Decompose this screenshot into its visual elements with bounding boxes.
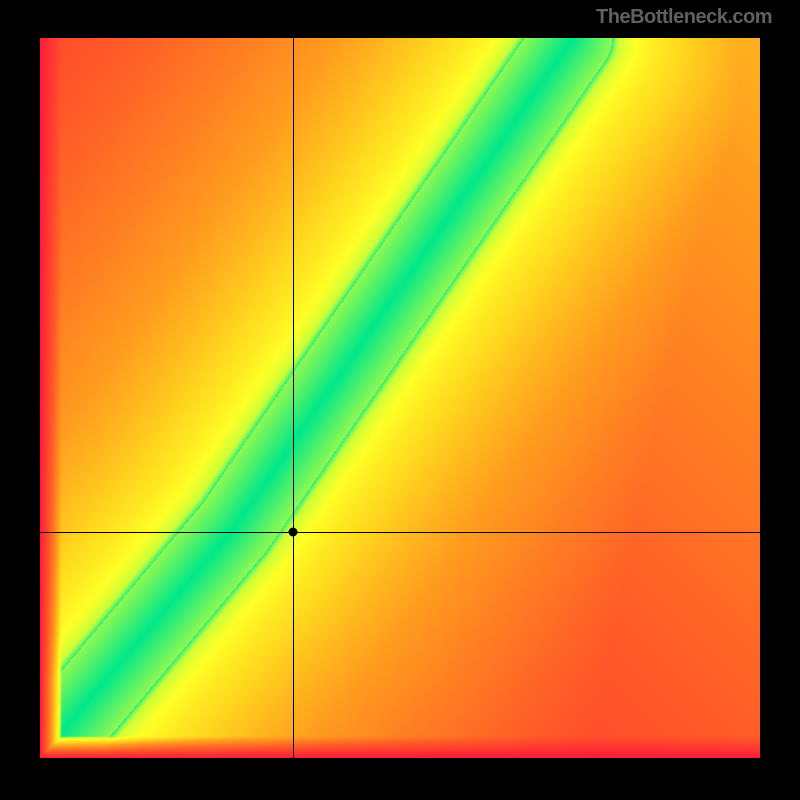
crosshair-horizontal — [40, 532, 760, 533]
heatmap-plot — [40, 38, 760, 758]
attribution-text: TheBottleneck.com — [596, 6, 772, 29]
heatmap-canvas — [40, 38, 760, 758]
marker-dot — [288, 527, 297, 536]
crosshair-vertical — [293, 38, 294, 758]
